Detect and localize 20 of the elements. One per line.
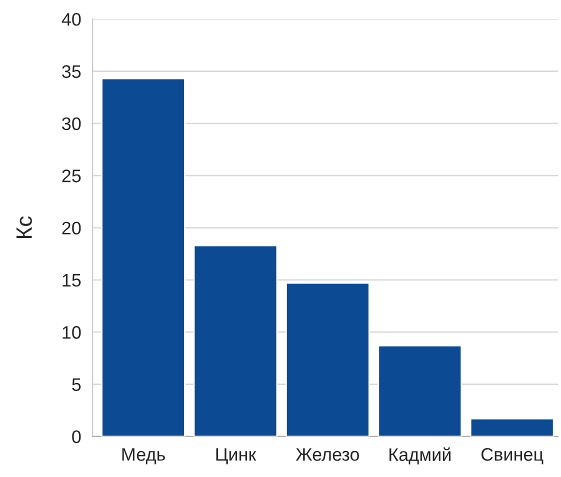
bar [101,78,186,436]
y-tick-label: 35 [62,65,81,78]
y-tick-label: 30 [62,117,81,130]
x-tick-label: Кадмий [390,447,450,464]
bar [286,282,370,436]
bar [378,344,462,436]
bar [470,418,554,436]
x-tick-label: Медь [122,448,165,464]
y-axis-title: Кс [16,216,32,238]
y-tick-label: 20 [62,222,81,234]
x-tick-label: Железо [296,448,360,461]
x-tick-label: Цинк [216,448,256,464]
y-tick-label: 5 [72,378,81,392]
y-tick-label: 0 [72,430,81,444]
y-tick-label: 10 [62,326,81,339]
y-tick-label: 15 [62,274,81,287]
y-tick-label: 40 [62,13,81,26]
y-tick-label: 25 [62,170,81,182]
x-tick-label: Свинец [481,448,544,464]
bar [193,244,278,436]
